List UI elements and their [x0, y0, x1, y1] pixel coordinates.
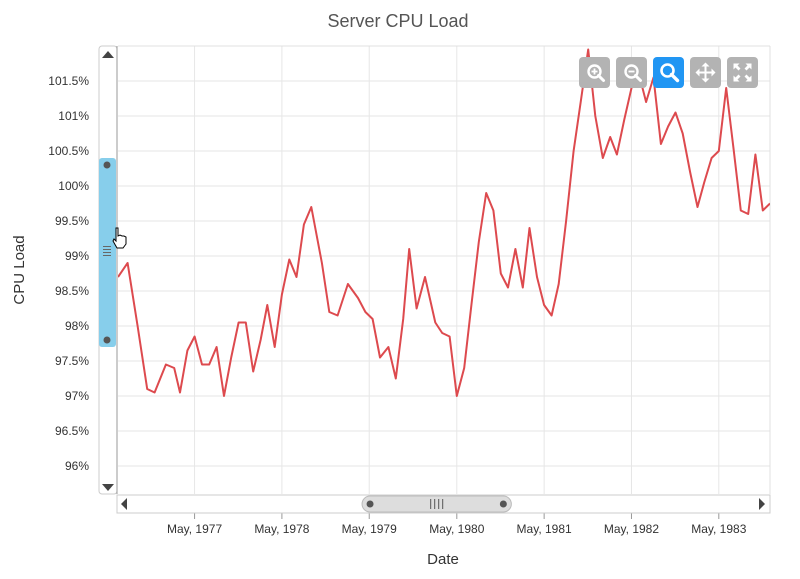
series-line	[118, 48, 770, 397]
vertical-thumb-grip-icon[interactable]	[103, 246, 111, 256]
horizontal-thumb-grip-icon[interactable]	[430, 499, 444, 509]
pan-icon	[695, 62, 716, 83]
reset-zoom-icon	[733, 63, 752, 82]
hand-cursor-icon	[112, 227, 127, 249]
y-tick-label: 99.5%	[55, 214, 89, 228]
horizontal-thumb-right-handle[interactable]	[499, 500, 507, 508]
y-tick-label: 96%	[65, 459, 89, 473]
zoom-in-button[interactable]	[579, 57, 610, 88]
zoom-toolbar	[579, 57, 758, 88]
x-tick-label: May, 1978	[254, 522, 309, 536]
x-tick-label: May, 1981	[517, 522, 572, 536]
y-tick-label: 98.5%	[55, 284, 89, 298]
y-tick-label: 101.5%	[48, 74, 89, 88]
pan-button[interactable]	[690, 57, 721, 88]
scroll-left-arrow-icon[interactable]	[121, 498, 127, 510]
x-axis-label: Date	[427, 551, 459, 568]
y-tick-label: 100.5%	[48, 144, 89, 158]
y-axis-ticks: 96% 96.5% 97% 97.5% 98% 98.5% 99% 99.5% 100% 100.…	[48, 74, 89, 473]
zoom-out-button[interactable]	[616, 57, 647, 88]
chart-title: Server CPU Load	[327, 11, 468, 31]
x-tick-label: May, 1979	[342, 522, 397, 536]
y-tick-label: 97.5%	[55, 354, 89, 368]
y-tick-label: 99%	[65, 249, 89, 263]
x-tick-label: May, 1983	[691, 522, 746, 536]
y-tick-label: 100%	[58, 179, 89, 193]
vertical-scrollbar[interactable]	[98, 45, 118, 495]
scroll-up-arrow-icon[interactable]	[102, 51, 114, 58]
selection-zoom-button[interactable]	[653, 57, 684, 88]
scroll-down-arrow-icon[interactable]	[102, 484, 114, 491]
vertical-thumb-top-handle[interactable]	[103, 161, 111, 169]
gridlines	[118, 46, 770, 494]
x-tick-label: May, 1980	[429, 522, 484, 536]
y-tick-label: 98%	[65, 319, 89, 333]
horizontal-thumb-left-handle[interactable]	[366, 500, 374, 508]
vertical-thumb-bottom-handle[interactable]	[103, 336, 111, 344]
y-tick-label: 101%	[58, 109, 89, 123]
selection-zoom-icon	[660, 63, 680, 83]
horizontal-scrollbar[interactable]	[116, 494, 771, 514]
x-tick-label: May, 1977	[167, 522, 222, 536]
y-tick-label: 97%	[65, 389, 89, 403]
zoom-out-icon	[624, 64, 642, 82]
y-tick-label: 96.5%	[55, 424, 89, 438]
y-axis-label: CPU Load	[11, 235, 28, 304]
scroll-right-arrow-icon[interactable]	[759, 498, 765, 510]
zoom-in-icon	[587, 64, 605, 82]
horizontal-scrollbar-thumb[interactable]	[361, 495, 512, 513]
x-axis-ticks: May, 1977 May, 1978 May, 1979 May, 1980 May,…	[167, 513, 747, 536]
reset-zoom-button[interactable]	[727, 57, 758, 88]
x-tick-label: May, 1982	[604, 522, 659, 536]
